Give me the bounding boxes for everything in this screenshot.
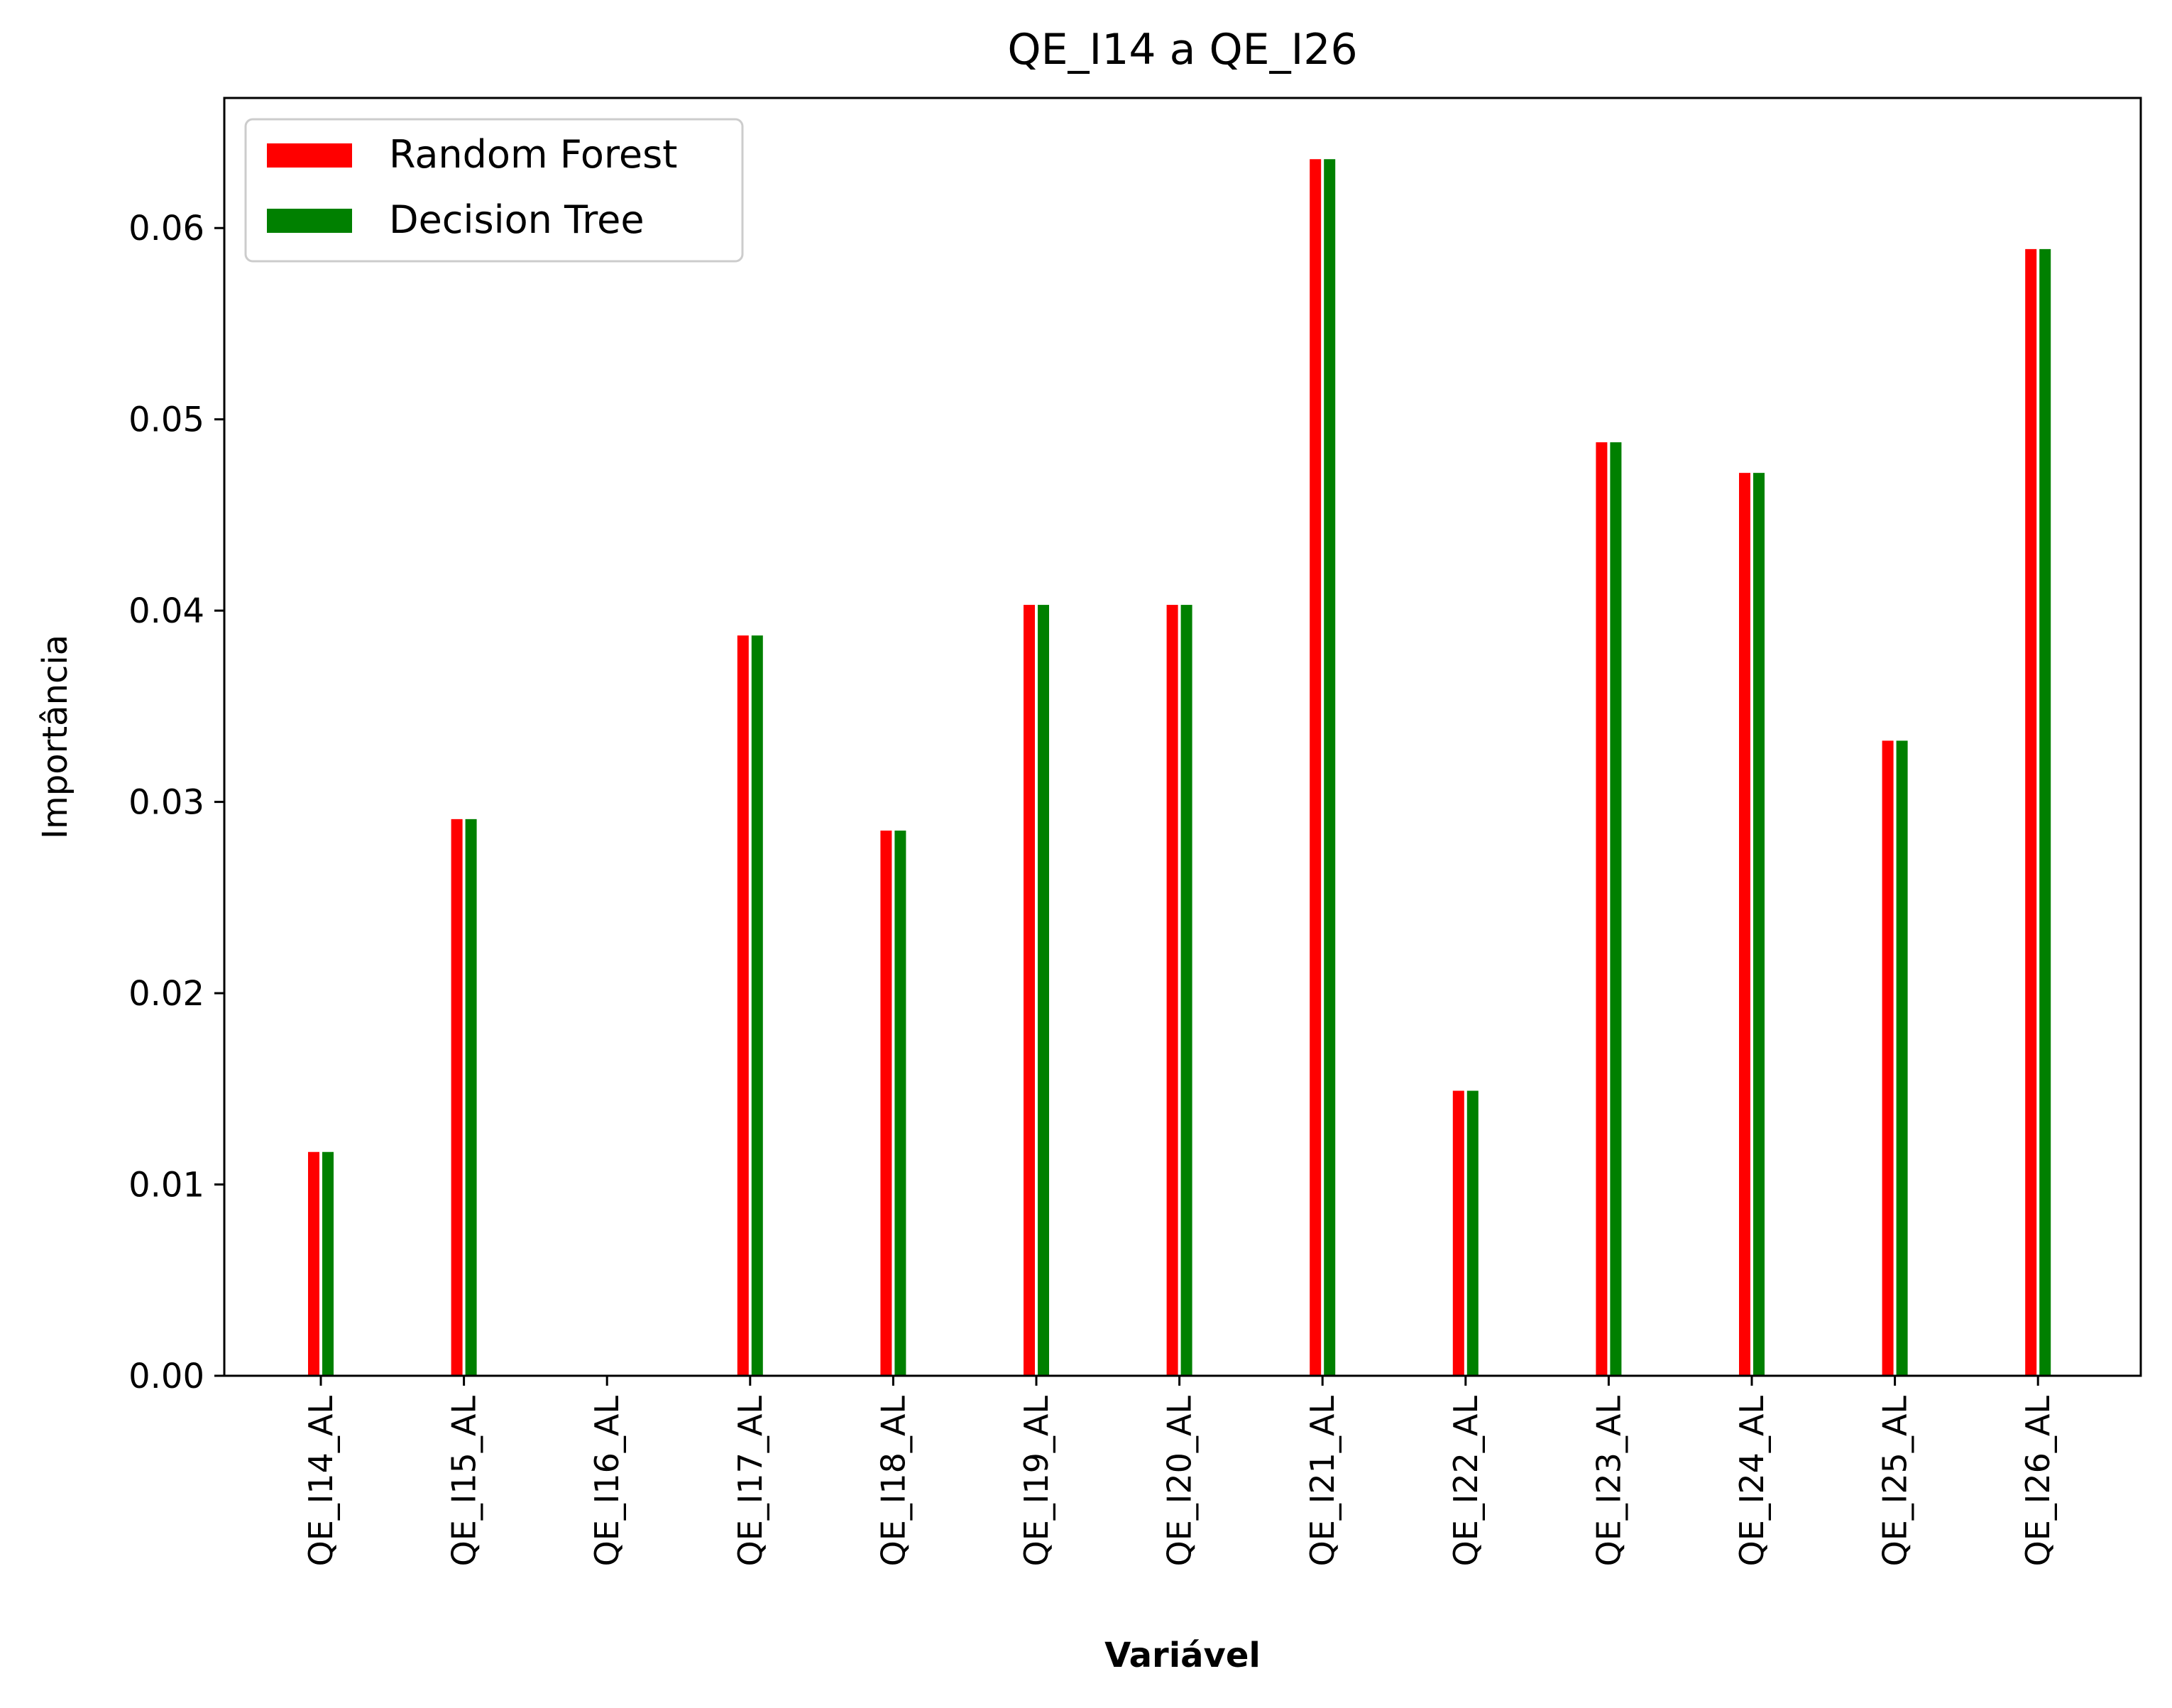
bar-decision-tree-qe-i23-al — [1610, 442, 1622, 1376]
y-axis-label: Importância — [35, 635, 75, 839]
legend: Random Forest Decision Tree — [244, 118, 744, 263]
x-tick-label: QE_I26_AL — [2019, 1396, 2057, 1567]
x-tick-label: QE_I19_AL — [1017, 1396, 1055, 1567]
x-tick-label: QE_I18_AL — [874, 1396, 912, 1567]
bar-decision-tree-qe-i19-al — [1038, 605, 1049, 1376]
legend-label-random-forest: Random Forest — [389, 132, 677, 177]
bar-random-forest-qe-i22-al — [1452, 1090, 1464, 1376]
plot-frame — [223, 97, 2142, 1377]
bar-decision-tree-qe-i25-al — [1896, 740, 1908, 1376]
legend-swatch-decision-tree — [267, 209, 352, 233]
x-axis: QE_I14_AL QE_I15_AL QE_I16_AL QE_I17_AL QE_I… — [302, 1376, 2057, 1566]
bar-random-forest-qe-i18-al — [880, 831, 892, 1376]
bars-layer — [308, 159, 2051, 1376]
x-tick-label: QE_I17_AL — [731, 1396, 769, 1567]
legend-box — [244, 118, 744, 263]
bar-decision-tree-qe-i18-al — [894, 831, 906, 1376]
x-tick-label: QE_I25_AL — [1876, 1396, 1914, 1567]
legend-label-decision-tree: Decision Tree — [389, 197, 645, 242]
bar-decision-tree-qe-i26-al — [2039, 248, 2051, 1376]
x-axis-label: Variável — [1104, 1636, 1261, 1675]
x-tick-label: QE_I20_AL — [1161, 1396, 1199, 1567]
bar-random-forest-qe-i17-al — [737, 635, 749, 1376]
bar-random-forest-qe-i25-al — [1882, 740, 1894, 1376]
x-tick-label: QE_I14_AL — [302, 1396, 340, 1567]
y-tick-label: 0.05 — [128, 400, 204, 440]
x-tick-label: QE_I24_AL — [1733, 1396, 1771, 1567]
bar-decision-tree-qe-i24-al — [1753, 473, 1765, 1376]
x-tick-label: QE_I23_AL — [1589, 1396, 1628, 1567]
bar-decision-tree-qe-i17-al — [751, 635, 763, 1376]
y-tick-label: 0.04 — [128, 591, 204, 631]
bar-random-forest-qe-i23-al — [1596, 442, 1608, 1376]
y-tick-label: 0.03 — [128, 783, 204, 823]
y-tick-label: 0.00 — [128, 1357, 204, 1396]
bar-random-forest-qe-i20-al — [1166, 605, 1178, 1376]
x-tick-label: QE_I15_AL — [445, 1396, 483, 1567]
bar-decision-tree-qe-i20-al — [1180, 605, 1192, 1376]
chart-title: QE_I14 a QE_I26 — [1007, 25, 1357, 75]
bar-random-forest-qe-i26-al — [2025, 248, 2037, 1376]
bar-random-forest-qe-i21-al — [1310, 159, 1322, 1376]
y-tick-label: 0.06 — [128, 209, 204, 248]
bar-decision-tree-qe-i21-al — [1324, 159, 1336, 1376]
x-tick-label: QE_I16_AL — [588, 1396, 626, 1567]
bar-random-forest-qe-i14-al — [308, 1151, 319, 1376]
bar-decision-tree-qe-i14-al — [322, 1151, 334, 1376]
y-tick-label: 0.01 — [128, 1166, 204, 1205]
bar-random-forest-qe-i15-al — [451, 819, 463, 1376]
x-tick-label: QE_I21_AL — [1303, 1396, 1342, 1567]
bar-random-forest-qe-i24-al — [1739, 473, 1750, 1376]
y-tick-label: 0.02 — [128, 974, 204, 1014]
bar-random-forest-qe-i19-al — [1024, 605, 1035, 1376]
legend-swatch-random-forest — [267, 143, 352, 168]
bar-decision-tree-qe-i22-al — [1466, 1090, 1479, 1376]
y-axis: 0.00 0.01 0.02 0.03 0.04 0.05 0.06 — [128, 209, 224, 1396]
x-tick-label: QE_I22_AL — [1447, 1396, 1485, 1567]
bar-decision-tree-qe-i15-al — [465, 819, 477, 1376]
